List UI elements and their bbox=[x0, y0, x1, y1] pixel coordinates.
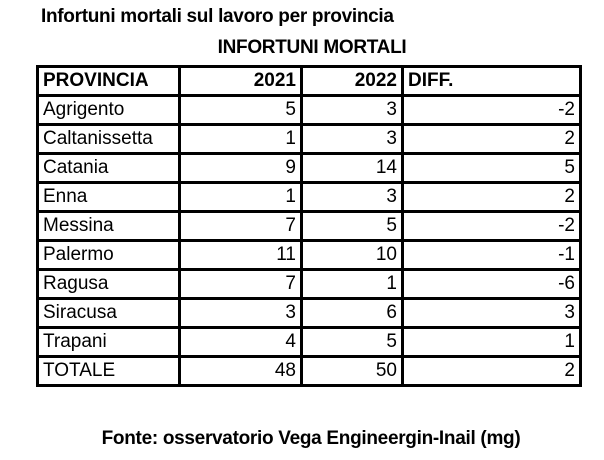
cell-2021: 5 bbox=[178, 94, 303, 126]
cell-2022: 3 bbox=[300, 94, 404, 126]
cell-diff: -2 bbox=[401, 210, 582, 242]
cell-provincia: Messina bbox=[36, 210, 181, 242]
cell-provincia: Enna bbox=[36, 181, 181, 213]
cell-2022: 6 bbox=[300, 297, 404, 329]
cell-provincia: TOTALE bbox=[36, 355, 181, 387]
cell-diff: 2 bbox=[401, 181, 582, 213]
cell-2021: 4 bbox=[178, 326, 303, 358]
cell-diff: -6 bbox=[401, 268, 582, 300]
table-header-row: PROVINCIA 2021 2022 DIFF. bbox=[36, 65, 582, 97]
cell-diff: 5 bbox=[401, 152, 582, 184]
cell-diff: 2 bbox=[401, 123, 582, 155]
cell-2021: 11 bbox=[178, 239, 303, 271]
cell-provincia: Ragusa bbox=[36, 268, 181, 300]
cell-2021: 7 bbox=[178, 268, 303, 300]
cell-2022: 5 bbox=[300, 210, 404, 242]
cell-2021: 1 bbox=[178, 123, 303, 155]
document-title: Infortuni mortali sul lavoro per provinc… bbox=[41, 6, 394, 27]
cell-2022: 5 bbox=[300, 326, 404, 358]
cell-2021: 3 bbox=[178, 297, 303, 329]
table-row: Enna 1 3 2 bbox=[36, 181, 582, 213]
cell-provincia: Caltanissetta bbox=[36, 123, 181, 155]
cell-2021: 9 bbox=[178, 152, 303, 184]
table-row: Palermo 11 10 -1 bbox=[36, 239, 582, 271]
table-row: Caltanissetta 1 3 2 bbox=[36, 123, 582, 155]
table-row: Agrigento 5 3 -2 bbox=[36, 94, 582, 126]
header-2021: 2021 bbox=[178, 65, 303, 97]
table-row: Trapani 4 5 1 bbox=[36, 326, 582, 358]
cell-provincia: Catania bbox=[36, 152, 181, 184]
header-diff: DIFF. bbox=[401, 65, 582, 97]
table-row: Ragusa 7 1 -6 bbox=[36, 268, 582, 300]
cell-diff: 2 bbox=[401, 355, 582, 387]
cell-2022: 3 bbox=[300, 123, 404, 155]
table-row: Siracusa 3 6 3 bbox=[36, 297, 582, 329]
cell-diff: 1 bbox=[401, 326, 582, 358]
header-provincia: PROVINCIA bbox=[36, 65, 181, 97]
fatalities-table: PROVINCIA 2021 2022 DIFF. Agrigento 5 3 … bbox=[36, 65, 582, 387]
cell-provincia: Trapani bbox=[36, 326, 181, 358]
cell-2022: 3 bbox=[300, 181, 404, 213]
cell-2022: 1 bbox=[300, 268, 404, 300]
cell-2022: 50 bbox=[300, 355, 404, 387]
cell-2021: 48 bbox=[178, 355, 303, 387]
cell-2022: 10 bbox=[300, 239, 404, 271]
header-2022: 2022 bbox=[300, 65, 404, 97]
cell-provincia: Palermo bbox=[36, 239, 181, 271]
cell-diff: -1 bbox=[401, 239, 582, 271]
table-row: Catania 9 14 5 bbox=[36, 152, 582, 184]
source-note: Fonte: osservatorio Vega Engineergin-Ina… bbox=[101, 428, 521, 449]
cell-2021: 1 bbox=[178, 181, 303, 213]
cell-2021: 7 bbox=[178, 210, 303, 242]
cell-diff: -2 bbox=[401, 94, 582, 126]
table-row: Messina 7 5 -2 bbox=[36, 210, 582, 242]
cell-2022: 14 bbox=[300, 152, 404, 184]
cell-provincia: Agrigento bbox=[36, 94, 181, 126]
table-caption: INFORTUNI MORTALI bbox=[217, 37, 407, 58]
table-total-row: TOTALE 48 50 2 bbox=[36, 355, 582, 387]
cell-provincia: Siracusa bbox=[36, 297, 181, 329]
cell-diff: 3 bbox=[401, 297, 582, 329]
